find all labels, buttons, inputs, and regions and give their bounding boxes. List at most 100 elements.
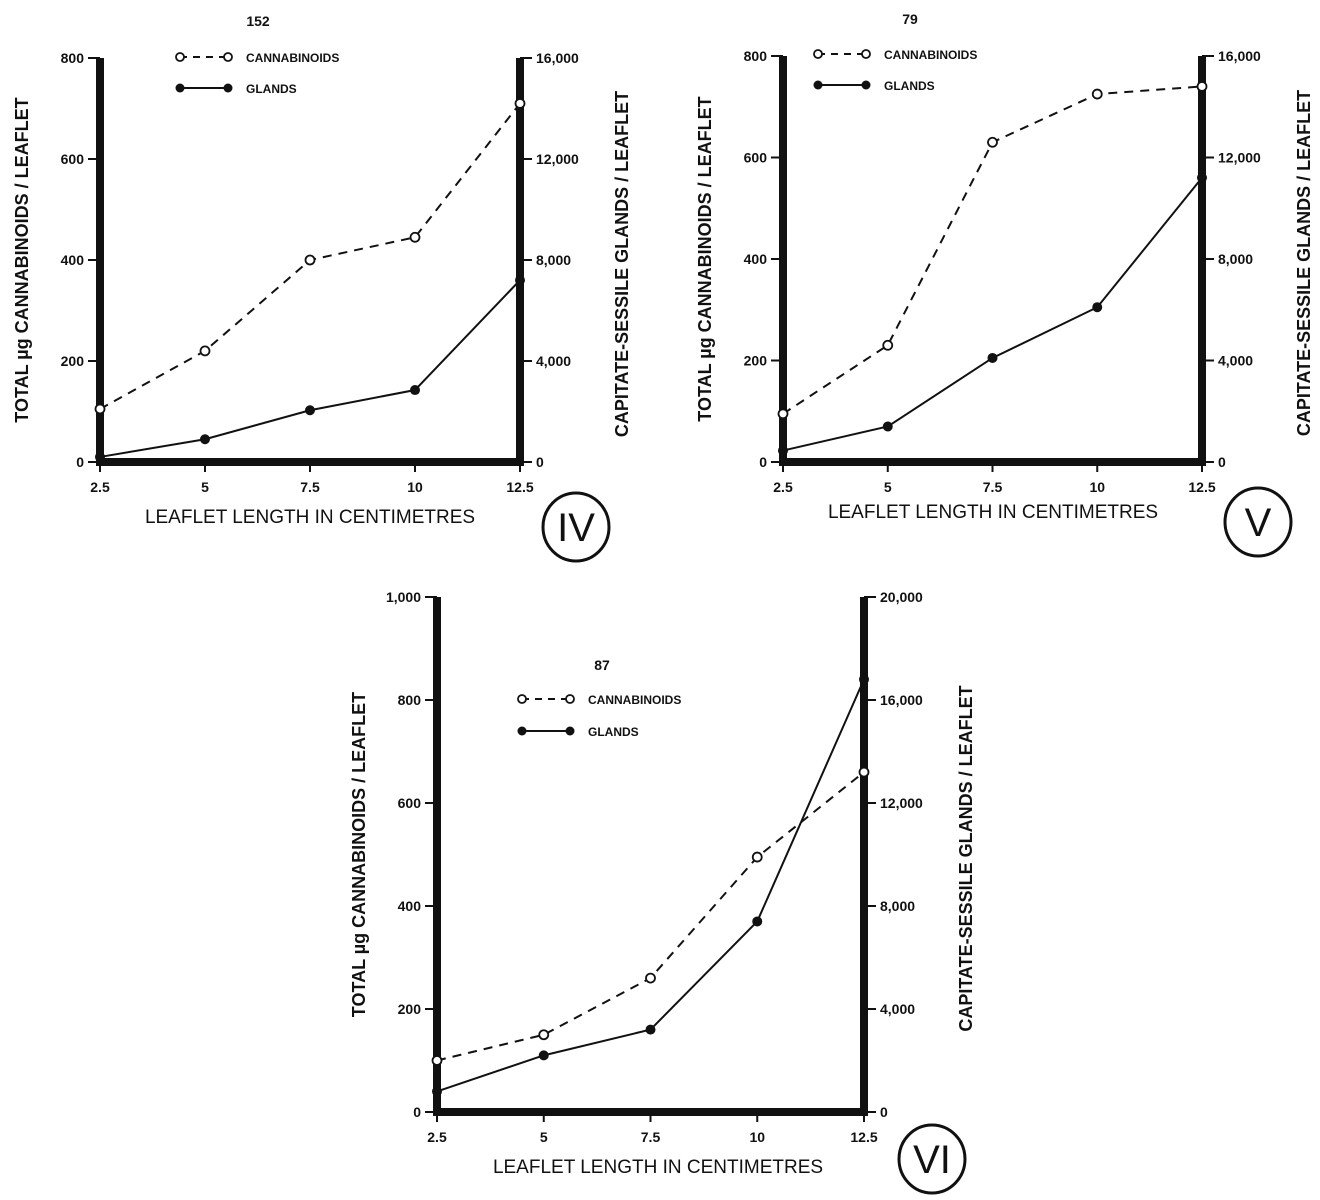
- data-point-glands: [752, 916, 763, 927]
- legend-cannabinoids-marker: [223, 52, 233, 62]
- chart-title: 152: [246, 13, 270, 29]
- y-tick-label: 1,000: [386, 589, 421, 605]
- x-tick-label: 7.5: [300, 479, 320, 495]
- x-tick-label: 2.5: [90, 479, 110, 495]
- x-tick-label: 10: [1089, 479, 1105, 495]
- y-tick-label: 200: [398, 1001, 422, 1017]
- x-tick-label: 5: [884, 479, 892, 495]
- x-tick-label: 12.5: [850, 1129, 877, 1145]
- x-tick-label: 12.5: [1188, 479, 1215, 495]
- chart-title: 79: [902, 11, 918, 27]
- data-point-cannabinoids: [1196, 81, 1208, 92]
- y2-tick-label: 8,000: [880, 898, 915, 914]
- y-tick-label: 400: [398, 898, 422, 914]
- legend-cannabinoids-marker: [175, 52, 185, 62]
- data-point-cannabinoids: [514, 98, 526, 109]
- legend-cannabinoids-label: CANNABINOIDS: [884, 48, 977, 62]
- y2-tick-label: 0: [880, 1104, 888, 1120]
- y-tick-label: 400: [744, 251, 768, 267]
- y-tick-label: 0: [76, 454, 84, 470]
- legend-cannabinoids-marker: [813, 49, 823, 59]
- legend-glands-marker: [861, 80, 871, 90]
- data-point-cannabinoids: [751, 851, 763, 863]
- data-point-cannabinoids: [987, 136, 998, 148]
- data-point-glands: [305, 405, 315, 416]
- y2-axis-title: CAPITATE-SESSILE GLANDS / LEAFLET: [1294, 90, 1314, 436]
- data-point-glands: [1197, 172, 1207, 183]
- x-tick-label: 10: [749, 1129, 765, 1145]
- y2-tick-label: 16,000: [880, 692, 923, 708]
- legend-glands-marker: [517, 726, 527, 736]
- y-tick-label: 600: [398, 795, 422, 811]
- data-point-cannabinoids: [94, 403, 106, 415]
- legend-glands-label: GLANDS: [246, 82, 297, 96]
- y2-tick-label: 16,000: [536, 50, 579, 66]
- data-point-cannabinoids: [645, 972, 656, 984]
- y-axis-title: TOTAL µg CANNABINOIDS / LEAFLET: [12, 97, 32, 422]
- y-tick-label: 0: [413, 1104, 421, 1120]
- x-axis-title: LEAFLET LENGTH IN CENTIMETRES: [493, 1157, 823, 1178]
- data-point-glands: [432, 1086, 442, 1097]
- x-axis-title: LEAFLET LENGTH IN CENTIMETRES: [145, 507, 475, 528]
- series-glands-line: [782, 177, 1203, 452]
- data-point-glands: [410, 385, 420, 396]
- panel-label: IV: [557, 506, 595, 550]
- legend-cannabinoids-marker: [565, 694, 575, 704]
- x-tick-label: 2.5: [773, 479, 793, 495]
- y-tick-label: 400: [61, 252, 85, 268]
- series-glands-line: [99, 279, 521, 458]
- y-tick-label: 800: [744, 48, 768, 64]
- y2-tick-label: 12,000: [880, 795, 923, 811]
- series-cannabinoids-line: [436, 771, 865, 1062]
- y2-tick-label: 4,000: [536, 353, 571, 369]
- panel-label-circle: [897, 1123, 967, 1195]
- data-point-cannabinoids: [1091, 88, 1103, 100]
- chart-title: 87: [594, 657, 610, 673]
- data-point-glands: [200, 434, 210, 445]
- y-tick-label: 200: [61, 353, 85, 369]
- y2-tick-label: 20,000: [880, 589, 923, 605]
- legend-glands-marker: [175, 83, 185, 93]
- panel-label: V: [1245, 501, 1272, 545]
- y-tick-label: 800: [398, 692, 422, 708]
- x-tick-label: 7.5: [983, 479, 1003, 495]
- x-tick-label: 5: [540, 1129, 548, 1145]
- y2-axis-title: CAPITATE-SESSILE GLANDS / LEAFLET: [956, 685, 976, 1031]
- data-point-glands: [1092, 302, 1103, 313]
- panel-label-circle: [541, 491, 611, 563]
- y2-tick-label: 8,000: [536, 252, 571, 268]
- data-point-cannabinoids: [882, 339, 894, 351]
- data-point-glands: [645, 1024, 656, 1035]
- y-tick-label: 200: [744, 353, 768, 369]
- legend-cannabinoids-label: CANNABINOIDS: [588, 693, 681, 707]
- y2-tick-label: 0: [1218, 454, 1226, 470]
- y-tick-label: 600: [61, 151, 85, 167]
- y2-tick-label: 12,000: [536, 151, 579, 167]
- x-tick-label: 10: [407, 479, 423, 495]
- x-tick-label: 12.5: [506, 479, 533, 495]
- panel-label: VI: [913, 1138, 951, 1182]
- legend-glands-marker: [223, 83, 233, 93]
- legend-glands-label: GLANDS: [588, 725, 639, 739]
- legend-cannabinoids-marker: [517, 694, 527, 704]
- x-tick-label: 2.5: [427, 1129, 447, 1145]
- data-point-cannabinoids: [858, 766, 870, 778]
- y2-axis-title: CAPITATE-SESSILE GLANDS / LEAFLET: [612, 91, 632, 437]
- y-axis-title: TOTAL µg CANNABINOIDS / LEAFLET: [695, 96, 715, 421]
- y2-tick-label: 0: [536, 454, 544, 470]
- y-tick-label: 0: [759, 454, 767, 470]
- series-cannabinoids-line: [782, 85, 1203, 415]
- y-tick-label: 600: [744, 150, 768, 166]
- data-point-cannabinoids: [538, 1029, 550, 1041]
- y2-tick-label: 8,000: [1218, 251, 1253, 267]
- y2-tick-label: 4,000: [1218, 353, 1253, 369]
- y2-tick-label: 16,000: [1218, 48, 1261, 64]
- data-point-cannabinoids: [409, 231, 421, 243]
- data-point-glands: [515, 275, 525, 286]
- legend-cannabinoids-label: CANNABINOIDS: [246, 51, 339, 65]
- data-point-glands: [95, 451, 105, 462]
- legend-glands-marker: [565, 726, 575, 736]
- x-tick-label: 7.5: [641, 1129, 661, 1145]
- x-axis-title: LEAFLET LENGTH IN CENTIMETRES: [828, 502, 1158, 523]
